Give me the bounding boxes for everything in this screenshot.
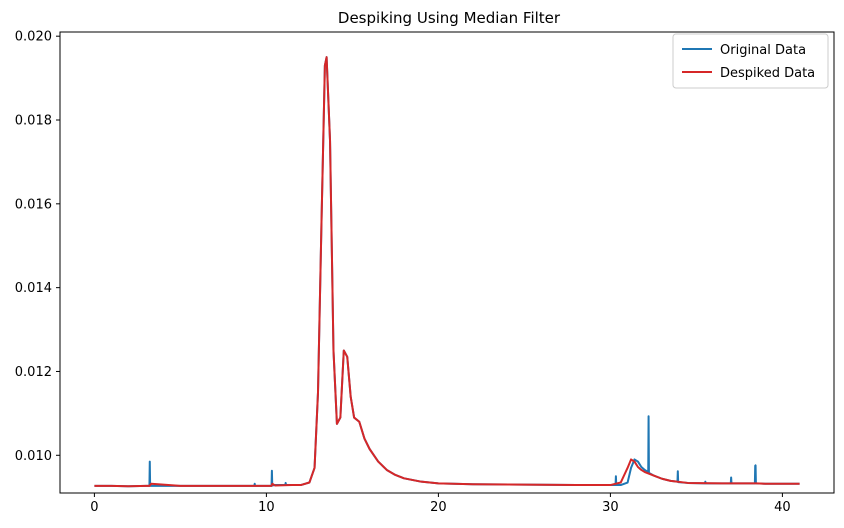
y-tick-label: 0.012 (15, 365, 52, 380)
y-tick-label: 0.016 (15, 197, 52, 212)
y-tick-label: 0.014 (15, 281, 52, 296)
plot-area (94, 56, 800, 488)
y-tick-label: 0.020 (15, 30, 52, 45)
legend-frame (672, 33, 829, 89)
plot-frame (59, 31, 835, 494)
series-line-despiked (94, 56, 800, 488)
x-tick-label: 20 (430, 500, 447, 515)
y-tick-label: 0.010 (15, 449, 52, 464)
legend: Original Data Despiked Data (672, 33, 829, 89)
x-tick-label: 10 (258, 500, 275, 515)
axes: 0 10 20 30 40 0.010 0.012 0.014 0.016 0.018 0.020 (15, 30, 835, 515)
chart-title: Despiking Using Median Filter (338, 9, 561, 27)
x-tick-label: 40 (774, 500, 791, 515)
y-tick-label: 0.018 (15, 114, 52, 129)
x-tick-label: 0 (90, 500, 98, 515)
series-line-original (94, 56, 800, 488)
x-tick-label: 30 (602, 500, 619, 515)
legend-label-despiked: Despiked Data (720, 66, 815, 81)
legend-label-original: Original Data (720, 43, 806, 58)
